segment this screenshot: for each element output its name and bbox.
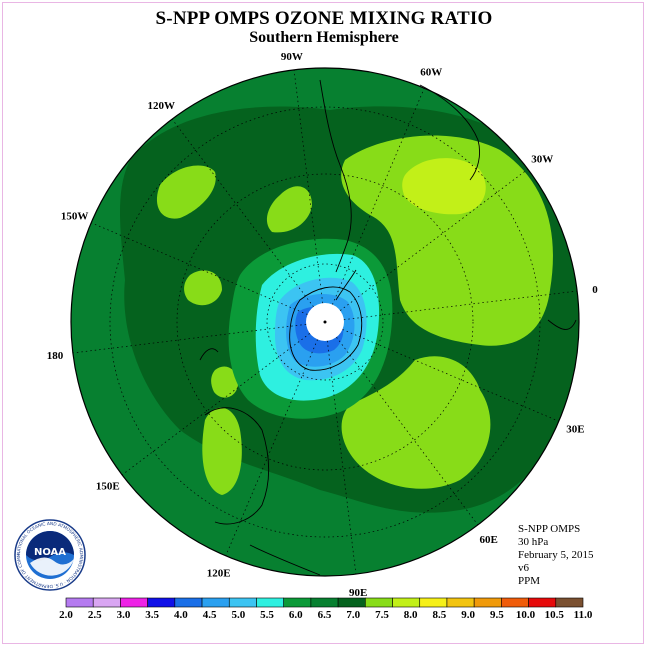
- longitude-label: 120E: [207, 567, 231, 579]
- coast-south-america-east: [419, 84, 481, 181]
- meridian-line: [91, 222, 308, 315]
- latitude-circle-60s: [176, 173, 474, 471]
- meridian-line: [339, 168, 529, 311]
- field-band-7.5-indian: [341, 356, 491, 489]
- meridian-line: [72, 323, 307, 354]
- field-band-7.5-pacific-west: [156, 165, 216, 219]
- coast-indonesia: [249, 544, 321, 576]
- coast-south-america: [319, 79, 352, 273]
- meridian-line: [332, 88, 425, 305]
- meridian-line: [342, 329, 559, 422]
- meridians: [72, 69, 578, 575]
- longitude-label: 90W: [281, 51, 303, 63]
- longitude-label: 0: [592, 284, 598, 296]
- coast-australia: [204, 407, 270, 525]
- longitude-label: 30W: [531, 153, 553, 165]
- latitude-circle-75s: [266, 263, 384, 381]
- south-pole-dot: [323, 320, 327, 324]
- logo-bird-shape: [26, 531, 74, 561]
- longitude-label: 90E: [349, 587, 367, 599]
- coast-new-zealand: [199, 348, 219, 361]
- coast-antarctica: [289, 286, 363, 371]
- meridian-line: [171, 118, 314, 308]
- longitude-label: 30E: [566, 423, 584, 435]
- longitude-label: 120W: [148, 100, 176, 112]
- info-date: February 5, 2015: [518, 549, 594, 561]
- info-version: v6: [518, 562, 529, 574]
- latitude-circle-45s: [109, 106, 541, 538]
- field-band-7.5-tasman: [211, 366, 238, 398]
- field-band-7.5-australia: [202, 407, 242, 495]
- meridian-line: [225, 339, 318, 556]
- logo-text: NOAA: [34, 547, 66, 558]
- map-subtitle: Southern Hemisphere: [249, 29, 399, 46]
- info-level: 30 hPa: [518, 536, 549, 548]
- map-boundary: [70, 67, 580, 577]
- coastlines: [199, 79, 577, 576]
- meridian-line: [336, 336, 479, 526]
- map-title: S-NPP OMPS OZONE MIXING RATIO: [155, 8, 493, 29]
- meridian-line: [343, 290, 578, 321]
- longitude-label: 60W: [420, 67, 442, 79]
- field-band-7.5-small: [184, 270, 222, 306]
- graticule: [109, 106, 541, 538]
- info-instrument: S-NPP OMPS: [518, 523, 581, 535]
- longitude-label: 150W: [61, 211, 89, 223]
- info-units: PPM: [518, 575, 541, 587]
- longitude-label: 150E: [96, 481, 120, 493]
- meridian-line: [293, 69, 324, 304]
- info-block: S-NPP OMPS 30 hPa February 5, 2015 v6 PP…: [518, 523, 593, 588]
- ozone-field: [71, 68, 579, 576]
- noaa-logo: NATIONAL OCEANIC AND ATMOSPHERIC ADMINIS…: [14, 519, 86, 591]
- field-band-8.0: [402, 158, 486, 215]
- longitude-label: 180: [47, 350, 64, 362]
- coast-africa: [547, 319, 577, 330]
- longitude-labels: 90W 60W 30W 0 30E 60E 90E 120E 150E 180 150W 120W: [47, 51, 598, 599]
- coast-antarctic-peninsula: [335, 269, 357, 301]
- logo-wave-shape: [30, 557, 74, 576]
- longitude-label: 60E: [480, 534, 498, 546]
- meridian-line: [326, 340, 357, 575]
- field-band-7.5-atlantic: [341, 135, 553, 346]
- field-band-7.5-pacific-north: [266, 186, 312, 233]
- meridian-line: [121, 333, 311, 476]
